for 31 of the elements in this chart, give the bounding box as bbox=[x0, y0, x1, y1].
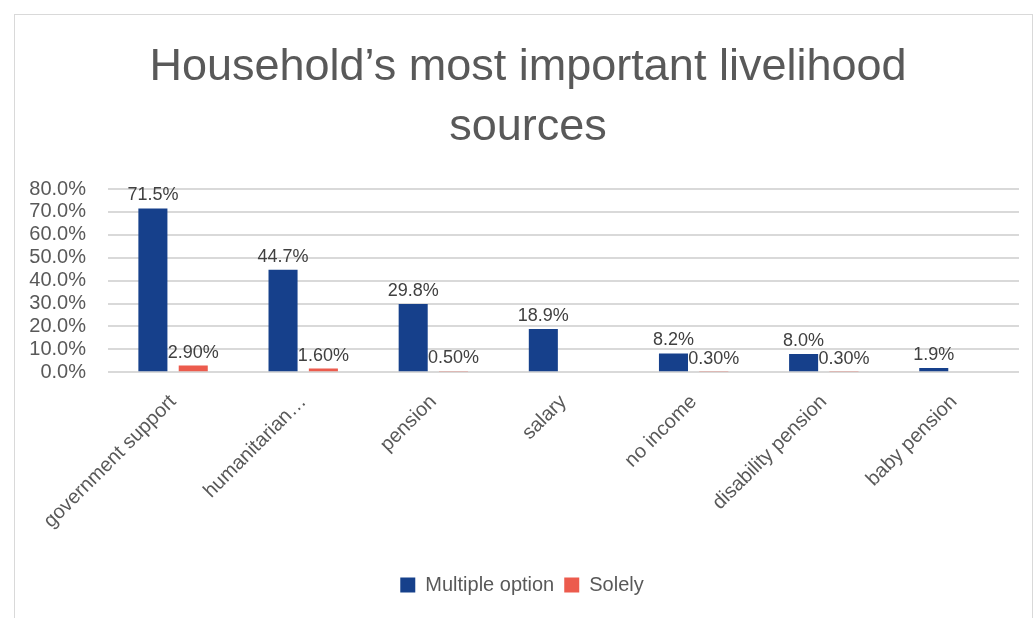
bar bbox=[789, 353, 819, 372]
bar bbox=[268, 269, 298, 372]
bar bbox=[658, 353, 688, 372]
data-label: 18.9% bbox=[517, 304, 569, 325]
bar bbox=[528, 328, 558, 372]
bar bbox=[138, 208, 168, 372]
data-label: 0.50% bbox=[428, 347, 480, 368]
data-label: 8.2% bbox=[652, 329, 694, 350]
y-tick-label: 10.0% bbox=[29, 336, 87, 359]
data-label: 44.7% bbox=[257, 245, 309, 266]
y-tick-label: 60.0% bbox=[29, 222, 87, 245]
data-label: 0.30% bbox=[818, 347, 870, 368]
chart-title: Household’s most important livelihood sources bbox=[148, 38, 908, 152]
data-label: 1.9% bbox=[913, 343, 955, 364]
y-tick-label: 80.0% bbox=[29, 176, 87, 199]
bar bbox=[398, 303, 428, 372]
data-label: 71.5% bbox=[127, 184, 179, 205]
y-tick-label: 30.0% bbox=[29, 291, 87, 314]
legend-label: Multiple option bbox=[425, 572, 555, 595]
y-tick-label: 50.0% bbox=[29, 245, 87, 268]
data-label: 0.30% bbox=[688, 347, 740, 368]
data-label: 29.8% bbox=[387, 279, 439, 300]
y-tick-label: 40.0% bbox=[29, 268, 87, 291]
y-tick-label: 70.0% bbox=[29, 199, 87, 222]
data-label: 1.60% bbox=[297, 344, 349, 365]
bar bbox=[919, 367, 949, 372]
y-tick-label: 20.0% bbox=[29, 313, 87, 336]
legend-label: Solely bbox=[589, 572, 644, 595]
y-tick-label: 0.0% bbox=[40, 359, 87, 382]
data-label: 8.0% bbox=[783, 329, 825, 350]
data-label: 2.90% bbox=[167, 341, 219, 362]
